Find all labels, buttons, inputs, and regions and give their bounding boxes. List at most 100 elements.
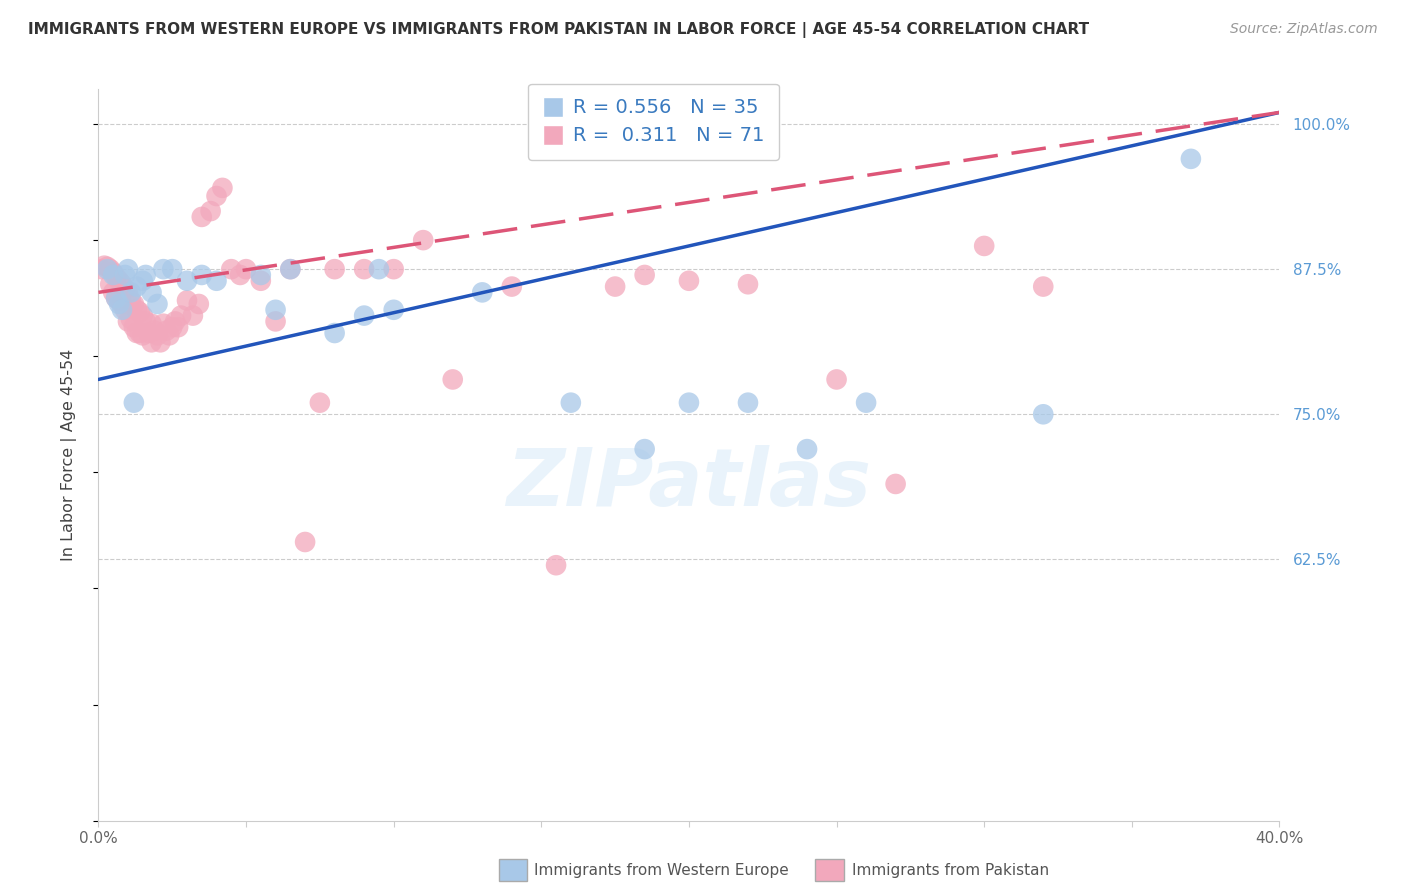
Legend: R = 0.556   N = 35, R =  0.311   N = 71: R = 0.556 N = 35, R = 0.311 N = 71 <box>529 84 779 160</box>
Point <box>855 395 877 409</box>
Point <box>125 279 148 293</box>
Point <box>605 279 627 293</box>
Point <box>221 262 243 277</box>
Point <box>105 270 128 285</box>
Point <box>678 395 700 409</box>
Point <box>382 262 405 277</box>
Point <box>167 320 190 334</box>
Point <box>117 314 139 328</box>
Point <box>103 268 125 282</box>
Point <box>162 262 183 277</box>
Point <box>191 210 214 224</box>
Point <box>108 297 131 311</box>
Point <box>114 282 136 296</box>
Point <box>141 335 163 350</box>
Point <box>162 320 183 334</box>
Point <box>96 260 118 274</box>
Point <box>132 328 155 343</box>
Point <box>146 297 169 311</box>
Point <box>111 277 134 292</box>
Point <box>141 317 163 331</box>
Point <box>176 293 198 308</box>
Point <box>205 274 228 288</box>
Point <box>152 317 174 331</box>
Point <box>353 309 375 323</box>
Point <box>98 262 121 277</box>
Point <box>105 291 128 305</box>
Point <box>560 395 582 409</box>
Point <box>181 309 204 323</box>
Point <box>471 285 494 300</box>
Point <box>135 314 157 328</box>
Point <box>250 268 273 282</box>
Point <box>120 285 142 300</box>
Point <box>737 395 759 409</box>
Point <box>546 558 568 573</box>
Point <box>501 279 523 293</box>
Point <box>737 277 759 292</box>
Point <box>157 328 180 343</box>
Point <box>678 274 700 288</box>
Point <box>152 262 174 277</box>
Point <box>187 297 209 311</box>
Point <box>309 395 332 409</box>
Point <box>280 262 302 277</box>
Point <box>105 291 128 305</box>
Point <box>1032 407 1054 421</box>
Point <box>825 372 848 386</box>
Text: Immigrants from Pakistan: Immigrants from Pakistan <box>852 863 1049 878</box>
Point <box>323 262 346 277</box>
Point <box>120 293 142 308</box>
Point <box>141 285 163 300</box>
Point <box>128 326 150 340</box>
Point <box>1180 152 1202 166</box>
Point <box>796 442 818 456</box>
Point <box>111 297 134 311</box>
Point <box>146 328 169 343</box>
Point <box>264 314 287 328</box>
Point <box>264 302 287 317</box>
Point <box>155 324 177 338</box>
Point <box>122 297 145 311</box>
Point <box>90 262 112 277</box>
Point <box>114 302 136 317</box>
Point <box>412 233 434 247</box>
Point <box>128 305 150 319</box>
Point <box>103 266 125 280</box>
Point <box>108 274 131 288</box>
Point <box>1032 279 1054 293</box>
Point <box>125 326 148 340</box>
Point <box>441 372 464 386</box>
Point <box>323 326 346 340</box>
Text: Source: ZipAtlas.com: Source: ZipAtlas.com <box>1230 22 1378 37</box>
Point <box>122 395 145 409</box>
Point <box>165 314 187 328</box>
Point <box>294 535 316 549</box>
Point <box>98 277 121 292</box>
Point <box>200 204 222 219</box>
Point <box>117 285 139 300</box>
Point <box>138 326 160 340</box>
Text: Immigrants from Western Europe: Immigrants from Western Europe <box>534 863 789 878</box>
Point <box>132 309 155 323</box>
Point <box>634 442 657 456</box>
Text: ZIPatlas: ZIPatlas <box>506 445 872 524</box>
Point <box>93 259 115 273</box>
Point <box>229 268 252 282</box>
Point <box>973 239 995 253</box>
Point <box>368 262 391 277</box>
Point <box>96 262 118 277</box>
Point <box>634 268 657 282</box>
Point <box>132 274 155 288</box>
Point <box>149 335 172 350</box>
Point <box>353 262 375 277</box>
Point <box>108 293 131 308</box>
Point <box>117 262 139 277</box>
Point <box>191 268 214 282</box>
Point <box>250 274 273 288</box>
Point <box>211 181 233 195</box>
Point <box>205 189 228 203</box>
Point <box>114 268 136 282</box>
Point <box>280 262 302 277</box>
Point <box>111 302 134 317</box>
